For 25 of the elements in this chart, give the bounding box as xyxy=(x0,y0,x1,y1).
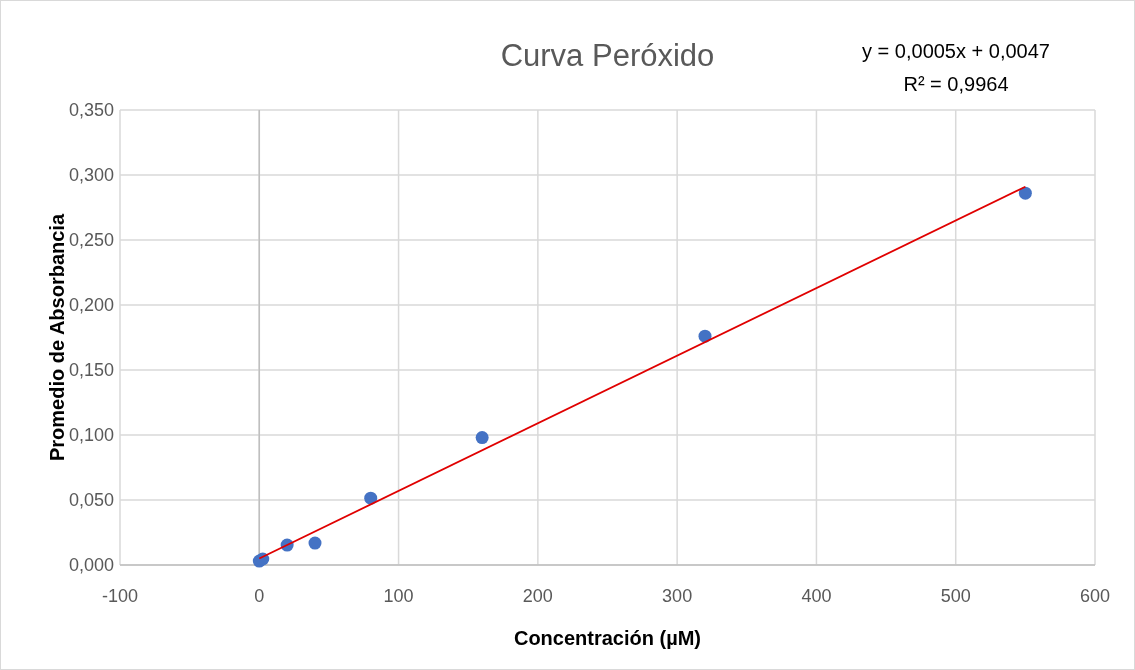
point xyxy=(364,491,378,505)
x-tick-label: 0 xyxy=(254,586,265,606)
point xyxy=(475,431,489,445)
y-tick-label: 0,100 xyxy=(68,425,114,445)
y-tick-label: 0,300 xyxy=(68,165,114,185)
y-tick-label: 0,000 xyxy=(68,555,114,575)
text: y = 0,0005x + 0,0047 xyxy=(862,40,1050,62)
x-tick-label: 200 xyxy=(522,586,553,606)
text: R² = 0,9964 xyxy=(903,73,1009,95)
y-axis-title: Promedio de Absorbancia xyxy=(46,213,68,462)
x-tick-label: 600 xyxy=(1079,586,1111,606)
x-tick-label: 500 xyxy=(940,586,971,606)
chart-title: Curva Peróxido xyxy=(500,38,715,73)
x-axis-title: Concentración (µM) xyxy=(513,627,702,649)
x-tick-label: 400 xyxy=(801,586,832,606)
y-tick-label: 0,150 xyxy=(68,360,114,380)
x-tick-label: -100 xyxy=(101,586,139,606)
point xyxy=(1018,186,1032,200)
y-tick-label: 0,050 xyxy=(68,490,114,510)
x-tick-label: 300 xyxy=(662,586,693,606)
x-tick-label: 100 xyxy=(383,586,414,606)
y-tick-label: 0,250 xyxy=(68,230,114,250)
point xyxy=(308,536,322,550)
y-tick-label: 0,350 xyxy=(68,100,114,120)
y-tick-label: 0,200 xyxy=(68,295,114,315)
